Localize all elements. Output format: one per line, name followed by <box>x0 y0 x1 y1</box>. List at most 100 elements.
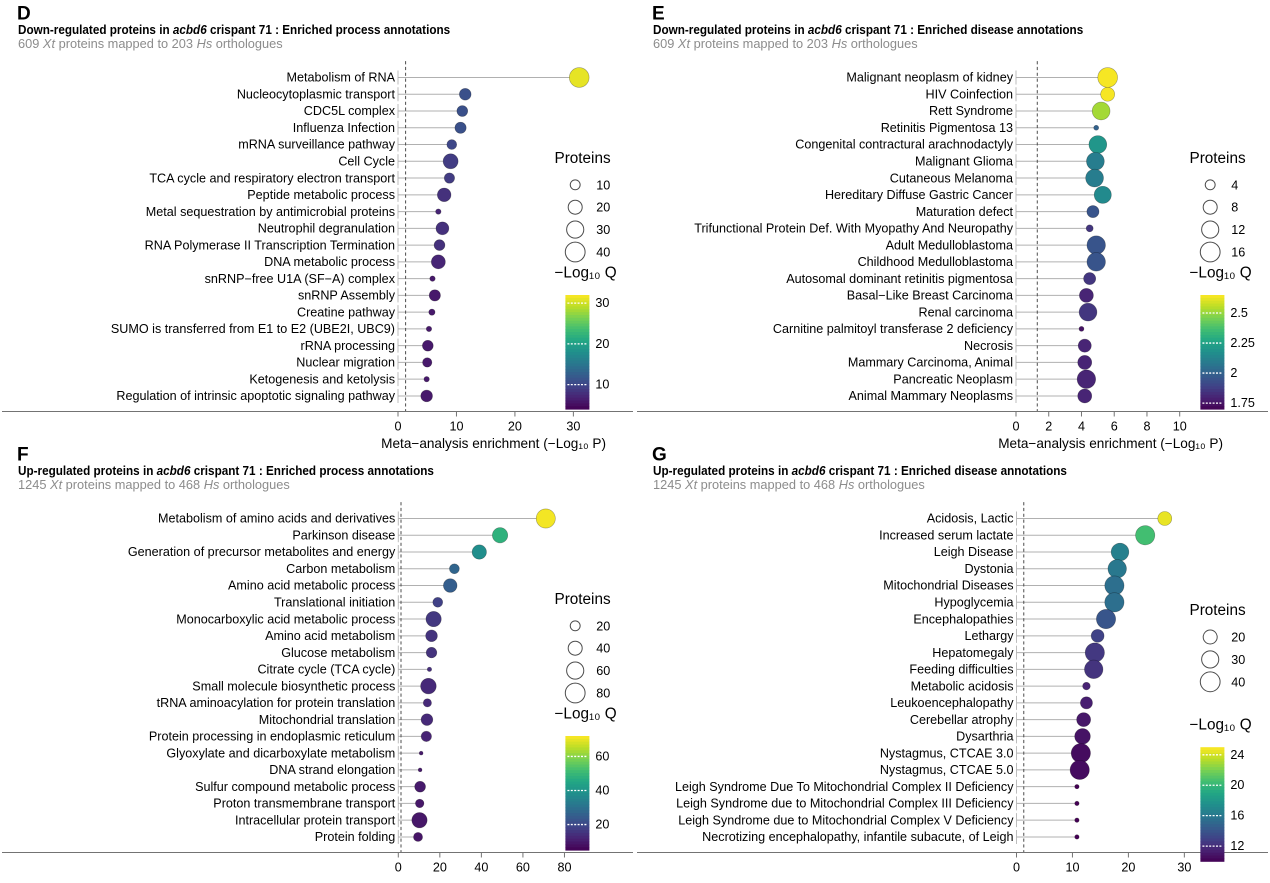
svg-text:Intracellular protein transpor: Intracellular protein transport <box>235 813 396 827</box>
svg-text:mRNA surveillance pathway: mRNA surveillance pathway <box>238 138 395 152</box>
svg-text:30: 30 <box>1231 653 1245 667</box>
svg-text:Ketogenesis and ketolysis: Ketogenesis and ketolysis <box>249 372 395 386</box>
svg-text:Hepatomegaly: Hepatomegaly <box>932 646 1014 660</box>
svg-text:G: G <box>652 445 667 466</box>
svg-text:Childhood Medulloblastoma: Childhood Medulloblastoma <box>858 255 1013 269</box>
svg-text:20: 20 <box>596 201 610 215</box>
svg-text:Increased serum lactate: Increased serum lactate <box>879 528 1013 542</box>
svg-text:Leigh Syndrome due to Mitochon: Leigh Syndrome due to Mitochondrial Comp… <box>678 813 1014 827</box>
svg-text:Metal sequestration by antimic: Metal sequestration by antimicrobial pro… <box>146 205 395 219</box>
svg-text:Nuclear migration: Nuclear migration <box>296 356 395 370</box>
svg-text:6: 6 <box>1111 420 1118 434</box>
svg-text:E: E <box>652 4 665 25</box>
svg-text:Regulation of intrinsic apopto: Regulation of intrinsic apoptotic signal… <box>116 389 395 403</box>
svg-text:30: 30 <box>595 296 609 310</box>
svg-text:Pancreatic Neoplasm: Pancreatic Neoplasm <box>893 372 1013 386</box>
svg-text:2.5: 2.5 <box>1230 306 1248 320</box>
svg-text:40: 40 <box>596 642 610 656</box>
svg-text:Protein processing in endoplas: Protein processing in endoplasmic reticu… <box>149 730 395 744</box>
svg-text:DNA metabolic process: DNA metabolic process <box>264 255 395 269</box>
svg-text:60: 60 <box>595 749 609 763</box>
svg-text:40: 40 <box>1231 675 1245 689</box>
svg-text:30: 30 <box>566 420 580 434</box>
svg-text:20: 20 <box>433 861 447 875</box>
svg-text:4: 4 <box>1231 178 1238 192</box>
svg-text:Proteins: Proteins <box>555 150 611 167</box>
svg-text:12: 12 <box>1230 839 1244 853</box>
svg-text:40: 40 <box>474 861 488 875</box>
svg-text:8: 8 <box>1231 201 1238 215</box>
svg-text:Necrotizing encephalopathy, in: Necrotizing encephalopathy, infantile su… <box>702 830 1013 844</box>
svg-text:10: 10 <box>449 420 463 434</box>
svg-text:snRNP−free U1A (SF−A) complex: snRNP−free U1A (SF−A) complex <box>205 272 396 286</box>
svg-text:Hereditary Diffuse Gastric Can: Hereditary Diffuse Gastric Cancer <box>825 188 1013 202</box>
svg-text:Monocarboxylic acid metabolic: Monocarboxylic acid metabolic process <box>176 612 395 626</box>
svg-text:Metabolic acidosis: Metabolic acidosis <box>911 679 1014 693</box>
svg-text:Glyoxylate and dicarboxylate m: Glyoxylate and dicarboxylate metabolism <box>166 746 395 760</box>
svg-text:Malignant Glioma: Malignant Glioma <box>915 155 1013 169</box>
svg-text:60: 60 <box>596 664 610 678</box>
svg-text:Congenital contractural arachn: Congenital contractural arachnodactyly <box>795 138 1013 152</box>
svg-text:20: 20 <box>508 420 522 434</box>
svg-text:Leigh Syndrome due to Mitochon: Leigh Syndrome due to Mitochondrial Comp… <box>676 797 1014 811</box>
svg-text:F: F <box>17 445 29 466</box>
svg-text:Amino acid metabolic process: Amino acid metabolic process <box>228 579 395 593</box>
svg-text:CDC5L complex: CDC5L complex <box>304 104 396 118</box>
svg-text:Feeding difficulties: Feeding difficulties <box>909 663 1013 677</box>
svg-text:D: D <box>17 4 31 25</box>
svg-text:Metabolism of RNA: Metabolism of RNA <box>287 71 396 85</box>
svg-text:20: 20 <box>1231 631 1245 645</box>
svg-text:Leukoencephalopathy: Leukoencephalopathy <box>890 696 1014 710</box>
svg-text:Parkinson disease: Parkinson disease <box>292 528 395 542</box>
svg-text:2: 2 <box>1230 366 1237 380</box>
svg-text:Neutrophil degranulation: Neutrophil degranulation <box>258 222 395 236</box>
svg-text:40: 40 <box>596 246 610 260</box>
svg-text:Nucleocytoplasmic transport: Nucleocytoplasmic transport <box>237 87 396 101</box>
svg-text:60: 60 <box>516 861 530 875</box>
svg-text:10: 10 <box>596 178 610 192</box>
svg-text:Basal−Like Breast Carcinoma: Basal−Like Breast Carcinoma <box>847 289 1013 303</box>
svg-text:Peptide metabolic process: Peptide metabolic process <box>247 188 395 202</box>
svg-text:Proteins: Proteins <box>1190 602 1246 619</box>
svg-text:SUMO is transferred from E1 to: SUMO is transferred from E1 to E2 (UBE2I… <box>111 322 395 336</box>
svg-text:Animal Mammary Neoplasms: Animal Mammary Neoplasms <box>849 389 1013 403</box>
svg-text:TCA cycle and respiratory elec: TCA cycle and respiratory electron trans… <box>149 171 395 185</box>
svg-text:0: 0 <box>395 861 402 875</box>
svg-text:Encephalopathies: Encephalopathies <box>913 612 1013 626</box>
svg-text:Nystagmus, CTCAE 5.0: Nystagmus, CTCAE 5.0 <box>880 763 1014 777</box>
svg-text:snRNP Assembly: snRNP Assembly <box>298 289 396 303</box>
svg-text:16: 16 <box>1231 246 1245 260</box>
svg-text:30: 30 <box>596 223 610 237</box>
svg-text:Proteins: Proteins <box>555 591 611 608</box>
svg-text:Mitochondrial translation: Mitochondrial translation <box>259 713 396 727</box>
svg-text:Rett Syndrome: Rett Syndrome <box>929 104 1013 118</box>
svg-text:Nystagmus, CTCAE 3.0: Nystagmus, CTCAE 3.0 <box>880 746 1014 760</box>
svg-text:Generation of precursor metabo: Generation of precursor metabolites and … <box>128 545 396 559</box>
svg-text:Proteins: Proteins <box>1190 150 1246 167</box>
svg-text:Influenza Infection: Influenza Infection <box>293 121 395 135</box>
svg-text:20: 20 <box>596 619 610 633</box>
svg-text:0: 0 <box>394 420 401 434</box>
svg-text:20: 20 <box>595 818 609 832</box>
svg-text:8: 8 <box>1143 420 1150 434</box>
svg-text:Maturation defect: Maturation defect <box>916 205 1014 219</box>
svg-text:Hypoglycemia: Hypoglycemia <box>934 596 1013 610</box>
svg-text:rRNA processing: rRNA processing <box>301 339 396 353</box>
svg-text:tRNA aminoacylation for protei: tRNA aminoacylation for protein translat… <box>157 696 396 710</box>
svg-text:80: 80 <box>596 687 610 701</box>
svg-text:40: 40 <box>595 784 609 798</box>
svg-text:Retinitis Pigmentosa 13: Retinitis Pigmentosa 13 <box>881 121 1013 135</box>
svg-text:Necrosis: Necrosis <box>964 339 1013 353</box>
svg-text:Trifunctional Protein Def. Wit: Trifunctional Protein Def. With Myopathy… <box>694 222 1013 236</box>
svg-text:Malignant neoplasm of kidney: Malignant neoplasm of kidney <box>846 71 1013 85</box>
svg-text:−Log₁₀ Q: −Log₁₀ Q <box>555 706 617 723</box>
svg-text:Translational initiation: Translational initiation <box>274 596 395 610</box>
svg-text:Cerebellar atrophy: Cerebellar atrophy <box>910 713 1014 727</box>
svg-text:Dysarthria: Dysarthria <box>956 730 1013 744</box>
svg-text:20: 20 <box>1121 861 1135 875</box>
svg-text:Mammary Carcinoma, Animal: Mammary Carcinoma, Animal <box>848 356 1013 370</box>
svg-text:−Log₁₀ Q: −Log₁₀ Q <box>1190 265 1252 282</box>
svg-text:Carnitine palmitoyl transferas: Carnitine palmitoyl transferase 2 defici… <box>773 322 1014 336</box>
svg-text:Dystonia: Dystonia <box>965 562 1014 576</box>
svg-text:DNA strand elongation: DNA strand elongation <box>269 763 395 777</box>
